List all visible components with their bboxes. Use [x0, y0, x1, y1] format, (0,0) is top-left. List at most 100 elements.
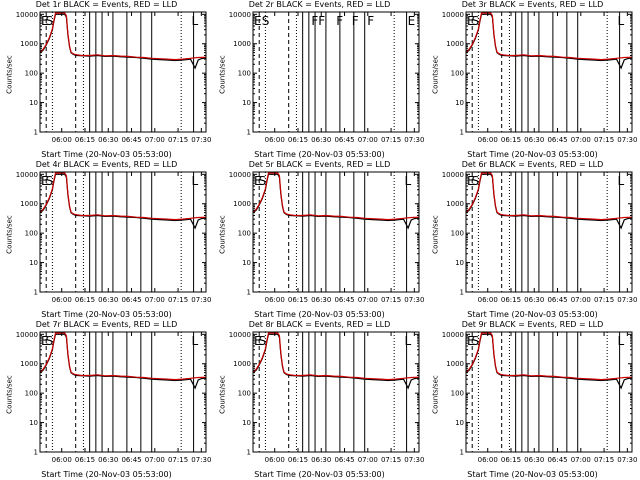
- y-tick-label: 1: [460, 129, 464, 137]
- x-tick-label: 06:15: [75, 296, 95, 304]
- y-tick-label: 10: [29, 99, 38, 107]
- x-tick-label: 07:15: [381, 296, 401, 304]
- x-tick-label: 06:45: [334, 456, 354, 464]
- flag-letter: FF: [311, 14, 325, 28]
- x-tick-label: 06:15: [501, 296, 521, 304]
- x-axis-label: Start Time (20-Nov-03 05:53:00): [467, 470, 598, 479]
- x-tick-label: 06:00: [478, 296, 498, 304]
- flag-letter: L: [617, 14, 624, 28]
- flag-letter: L: [617, 174, 624, 188]
- x-tick-label: 07:30: [404, 136, 424, 144]
- plot-frame: [465, 331, 633, 453]
- y-tick-label: 10000: [229, 11, 251, 19]
- flag-letter: F: [336, 14, 343, 28]
- y-tick-label: 100: [25, 70, 38, 78]
- x-tick-label: 07:30: [191, 296, 211, 304]
- y-tick-label: 10000: [16, 171, 38, 179]
- y-tick-label: 1000: [233, 200, 251, 208]
- flag-letter: E: [254, 334, 262, 348]
- x-tick-label: 06:45: [334, 296, 354, 304]
- plot-area: 1 10 100 1000 10000 06:00 06:15 06:30 06:45 07:00…: [16, 331, 212, 464]
- x-tick-label: 06:45: [547, 456, 567, 464]
- flag-letter: S: [472, 174, 480, 188]
- y-tick-label: 10: [29, 419, 38, 427]
- flag-letter: L: [617, 334, 624, 348]
- y-tick-label: 1000: [446, 200, 464, 208]
- x-tick-label: 06:00: [478, 136, 498, 144]
- flag-letter: L: [191, 14, 198, 28]
- y-tick-label: 100: [25, 230, 38, 238]
- y-tick-label: 100: [238, 230, 251, 238]
- x-tick-label: 07:00: [571, 296, 591, 304]
- x-tick-label: 07:15: [381, 456, 401, 464]
- flag-letter: S: [259, 174, 267, 188]
- x-axis-label: Start Time (20-Nov-03 05:53:00): [254, 470, 385, 479]
- x-tick-label: 06:00: [265, 456, 285, 464]
- plot-area: 1 10 100 1000 10000 06:00 06:15 06:30 06:45 07:00…: [442, 171, 638, 304]
- lld-series-line: [465, 12, 633, 61]
- x-tick-label: 06:30: [98, 456, 118, 464]
- panel-title: Det 8r BLACK = Events, RED = LLD: [248, 320, 391, 329]
- flag-letter: E: [41, 14, 49, 28]
- y-tick-label: 1000: [20, 200, 38, 208]
- x-axis-label: Start Time (20-Nov-03 05:53:00): [254, 150, 385, 159]
- y-tick-label: 1: [34, 129, 38, 137]
- detector-panel: Det 3r BLACK = Events, RED = LLD Start Ti…: [426, 0, 639, 160]
- y-tick-label: 1000: [233, 360, 251, 368]
- flag-letter: E: [254, 14, 262, 28]
- x-tick-label: 07:15: [594, 296, 614, 304]
- events-series-line: [465, 13, 633, 70]
- x-tick-label: 07:15: [168, 296, 188, 304]
- x-axis-label: Start Time (20-Nov-03 05:53:00): [41, 470, 172, 479]
- detector-panel: Det 9r BLACK = Events, RED = LLD Start Ti…: [426, 320, 639, 480]
- y-tick-label: 10000: [229, 171, 251, 179]
- x-axis-label: Start Time (20-Nov-03 05:53:00): [41, 150, 172, 159]
- flag-letter: E: [41, 174, 49, 188]
- x-tick-label: 06:15: [288, 456, 308, 464]
- events-series-line: [252, 173, 420, 230]
- flag-letter: E: [467, 14, 475, 28]
- plot-frame: [252, 11, 420, 133]
- x-axis-label: Start Time (20-Nov-03 05:53:00): [254, 310, 385, 319]
- y-tick-label: 100: [451, 230, 464, 238]
- plot-frame: [39, 331, 207, 453]
- y-tick-label: 1000: [446, 40, 464, 48]
- x-tick-label: 06:00: [52, 136, 72, 144]
- y-tick-label: 1: [460, 449, 464, 457]
- x-tick-label: 06:45: [547, 296, 567, 304]
- y-tick-label: 10: [242, 259, 251, 267]
- plot-frame: [252, 331, 420, 453]
- x-tick-label: 07:00: [145, 456, 165, 464]
- events-series-line: [39, 13, 207, 70]
- flag-letter: S: [262, 14, 270, 28]
- events-series-line: [465, 173, 633, 230]
- x-tick-label: 07:15: [594, 456, 614, 464]
- x-tick-label: 07:30: [191, 136, 211, 144]
- x-tick-label: 07:00: [571, 136, 591, 144]
- detector-panel: Det 8r BLACK = Events, RED = LLD Start Ti…: [213, 320, 426, 480]
- detector-panel: Det 7r BLACK = Events, RED = LLD Start Ti…: [0, 320, 213, 480]
- plot-frame: [39, 171, 207, 293]
- x-axis-label: Start Time (20-Nov-03 05:53:00): [467, 310, 598, 319]
- x-tick-label: 06:30: [524, 456, 544, 464]
- flag-letter: E: [41, 334, 49, 348]
- flag-letter: E: [467, 334, 475, 348]
- panel-title: Det 9r BLACK = Events, RED = LLD: [461, 320, 604, 329]
- y-tick-label: 100: [451, 70, 464, 78]
- x-tick-label: 07:30: [617, 296, 637, 304]
- y-tick-label: 1: [34, 449, 38, 457]
- flag-letter: L: [191, 334, 198, 348]
- x-tick-label: 07:15: [168, 456, 188, 464]
- x-tick-label: 06:00: [265, 296, 285, 304]
- x-tick-label: 07:00: [571, 456, 591, 464]
- x-tick-label: 07:00: [358, 136, 378, 144]
- plot-area: 1 10 100 1000 10000 06:00 06:15 06:30 06:45 07:00…: [442, 331, 638, 464]
- flag-letter: L: [404, 334, 411, 348]
- x-tick-label: 06:45: [121, 296, 141, 304]
- y-tick-label: 10000: [442, 171, 464, 179]
- flag-letter: S: [46, 14, 54, 28]
- detector-panel: Det 6r BLACK = Events, RED = LLD Start Ti…: [426, 160, 639, 320]
- y-tick-label: 1: [34, 289, 38, 297]
- flag-letter: S: [472, 14, 480, 28]
- events-series-line: [39, 333, 207, 390]
